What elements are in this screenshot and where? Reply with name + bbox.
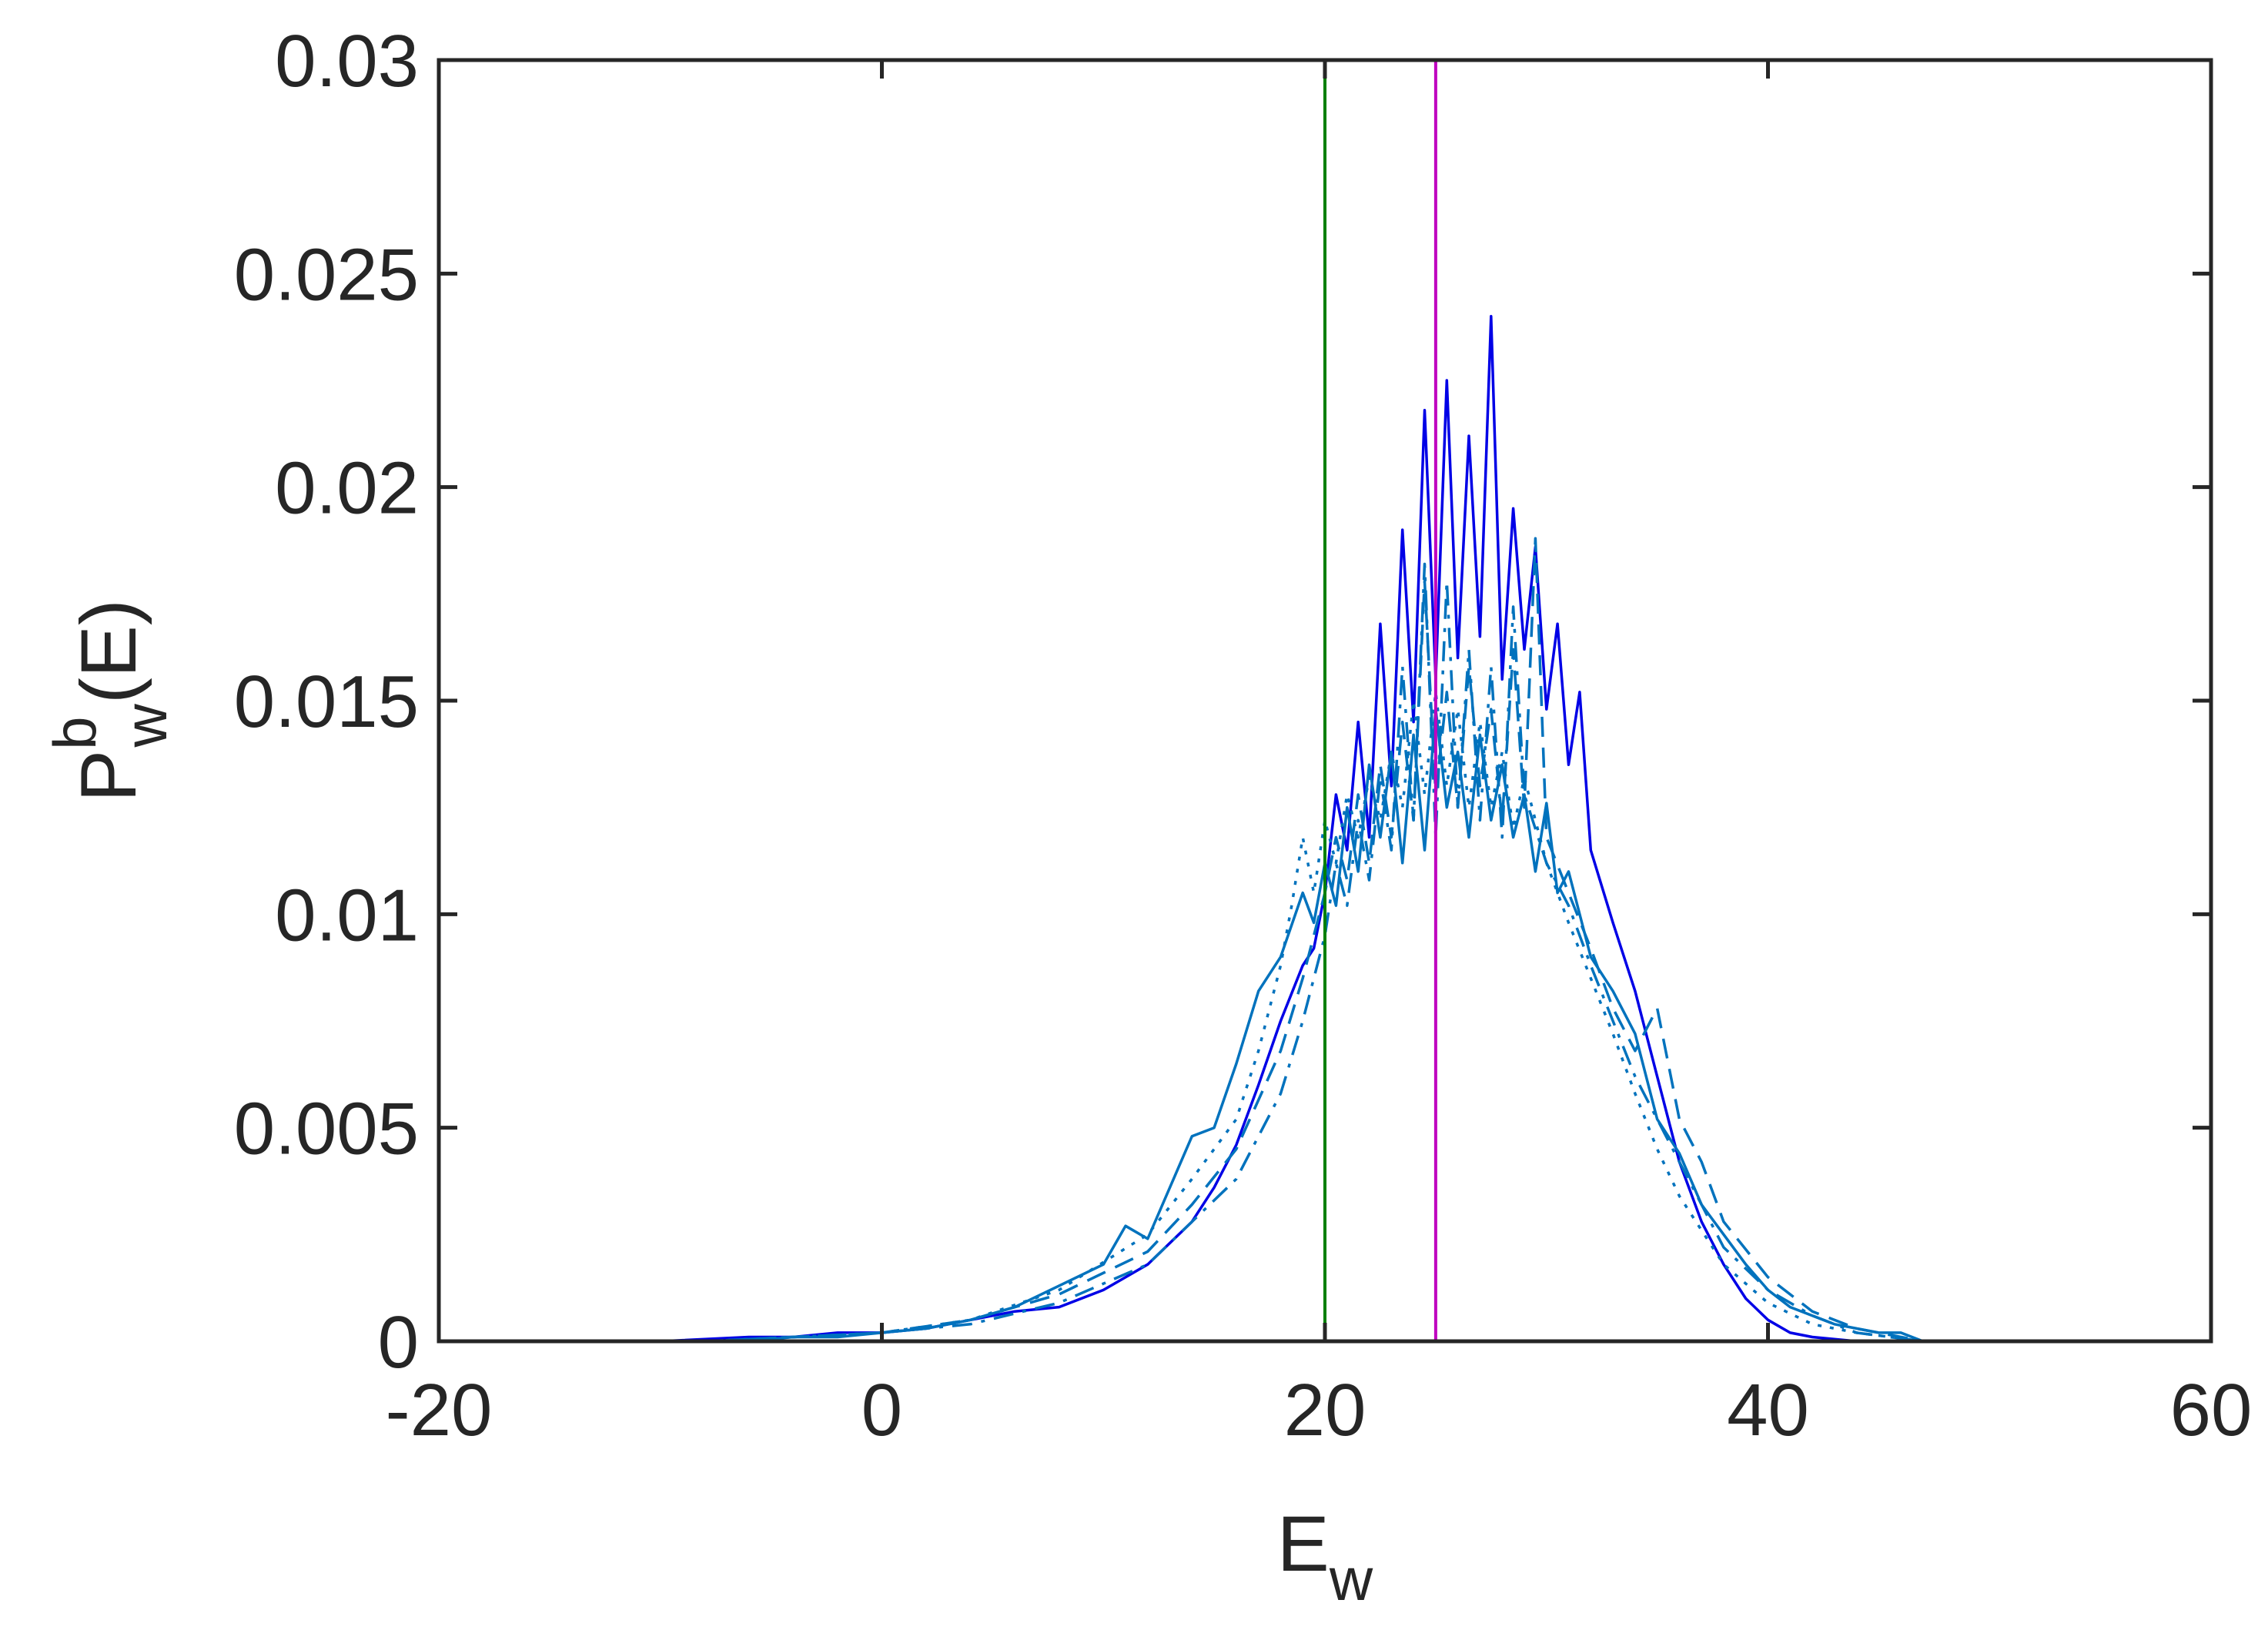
axes-box — [437, 58, 2213, 1344]
series-line-2 — [571, 708, 1924, 1343]
y-tick-label: 0.02 — [275, 447, 419, 530]
series-line-5 — [571, 562, 1924, 1343]
y-axis-title-sub: w — [112, 703, 179, 748]
y-tick-label: 0 — [378, 1301, 419, 1384]
y-axis-title-tail: (E) — [65, 599, 152, 704]
series-layer — [571, 315, 1924, 1343]
x-tick-label: 20 — [1284, 1369, 1366, 1451]
y-tick-label: 0.015 — [234, 661, 419, 743]
x-tick-label: 0 — [861, 1369, 902, 1451]
x-axis-title-base: E — [1277, 1500, 1330, 1588]
y-tick-label: 0.025 — [234, 233, 419, 316]
x-tick-label: 40 — [1727, 1369, 1809, 1451]
reference-lines — [1323, 60, 1437, 1341]
y-tick-labels: 0 0.005 0.01 0.015 0.02 0.025 0.03 — [234, 20, 419, 1384]
y-tick-label: 0.01 — [275, 874, 419, 956]
y-axis-title-base: P — [65, 750, 152, 802]
x-tick-label: 60 — [2170, 1369, 2253, 1451]
series-line-1 — [571, 315, 1923, 1343]
y-tick-label: 0.005 — [234, 1088, 419, 1170]
y-axis-title-sup: b — [41, 716, 109, 749]
y-tick-label: 0.03 — [275, 20, 419, 102]
x-tick-label: -20 — [386, 1369, 493, 1451]
y-axis-title: Pbw(E) — [41, 599, 179, 802]
x-tick-labels: -20 0 20 40 60 — [386, 1369, 2253, 1451]
x-axis-title-sub: w — [1329, 1545, 1373, 1613]
x-axis-title: Ew — [1277, 1500, 1373, 1613]
